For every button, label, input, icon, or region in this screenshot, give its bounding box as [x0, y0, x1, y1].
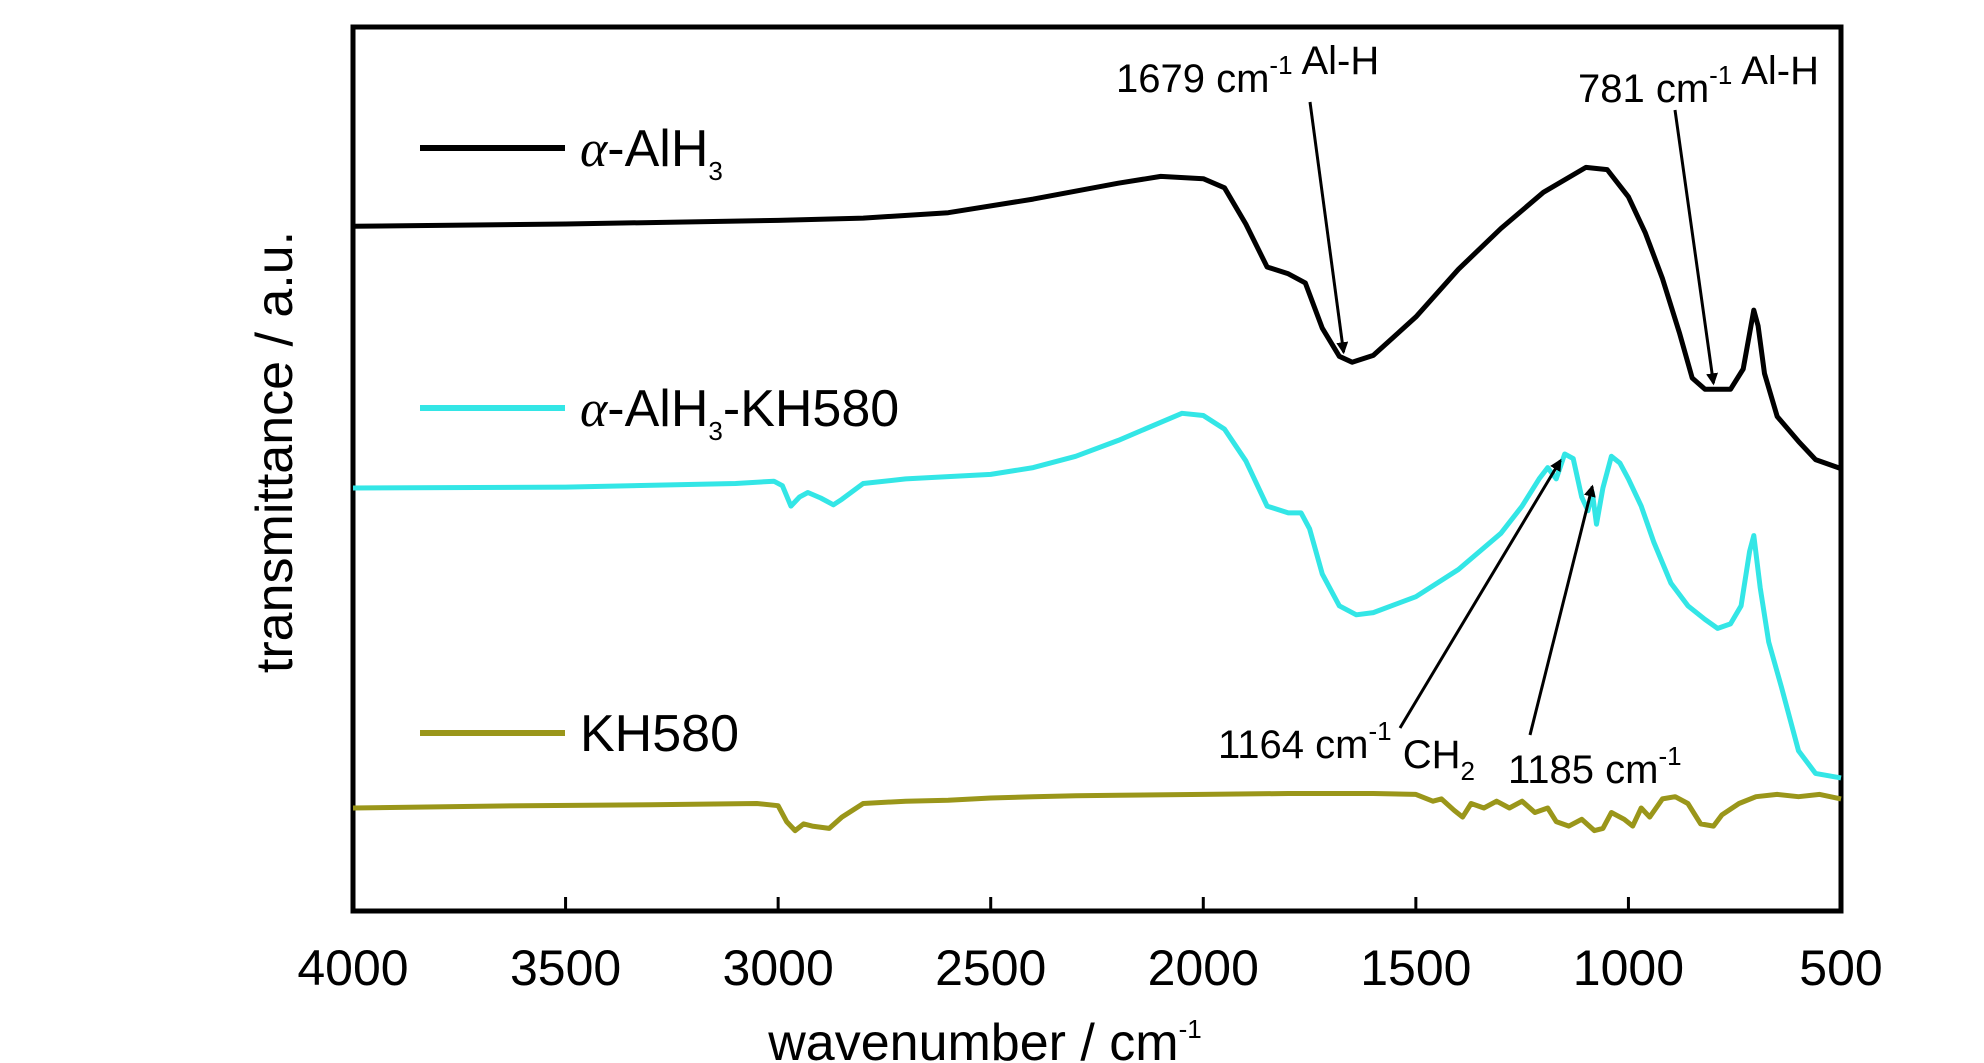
annotation-label: 1679 cm-1 Al-H — [1116, 39, 1379, 101]
x-tick-label: 3500 — [510, 940, 621, 996]
y-axis-title: transmittance / a.u. — [246, 231, 304, 673]
annotation-label: 1164 cm-1 CH2 — [1218, 716, 1475, 786]
plot-frame — [350, 24, 1844, 914]
x-tick-label: 1000 — [1573, 940, 1684, 996]
legend: α-AlH3 α-AlH3-KH580 KH580 — [420, 120, 899, 763]
annotations: 1679 cm-1 Al-H 781 cm-1 Al-H 1164 cm-1 CH2… — [1116, 39, 1819, 792]
x-axis-title: wavenumber / cm-1 — [767, 1014, 1202, 1063]
annotation-arrow — [1308, 101, 1349, 355]
annotation-label: 781 cm-1 Al-H — [1578, 49, 1819, 111]
series-line-alh3kh — [352, 410, 1842, 781]
annotation-arrow — [1673, 109, 1719, 386]
legend-label-kh580: KH580 — [580, 705, 739, 763]
series-line-kh580 — [352, 791, 1842, 834]
x-axis-tick-labels: 4000 3500 3000 2500 2000 1500 1000 500 — [297, 940, 1882, 996]
series-layer — [352, 164, 1842, 834]
annotation-label: 1185 cm-1 — [1508, 741, 1682, 792]
x-tick-label: 3000 — [723, 940, 834, 996]
x-tick-label: 500 — [1799, 940, 1882, 996]
legend-label-alh3kh: α-AlH3-KH580 — [580, 380, 899, 446]
x-axis-ticks — [351, 897, 1843, 911]
annotation-arrow — [1398, 458, 1562, 729]
x-tick-label: 4000 — [297, 940, 408, 996]
x-tick-label: 1500 — [1360, 940, 1471, 996]
x-tick-label: 2500 — [935, 940, 1046, 996]
legend-label-alh3: α-AlH3 — [580, 120, 723, 186]
series-line-alh3 — [352, 164, 1842, 471]
x-tick-label: 2000 — [1148, 940, 1259, 996]
annotation-arrow — [1528, 484, 1596, 736]
